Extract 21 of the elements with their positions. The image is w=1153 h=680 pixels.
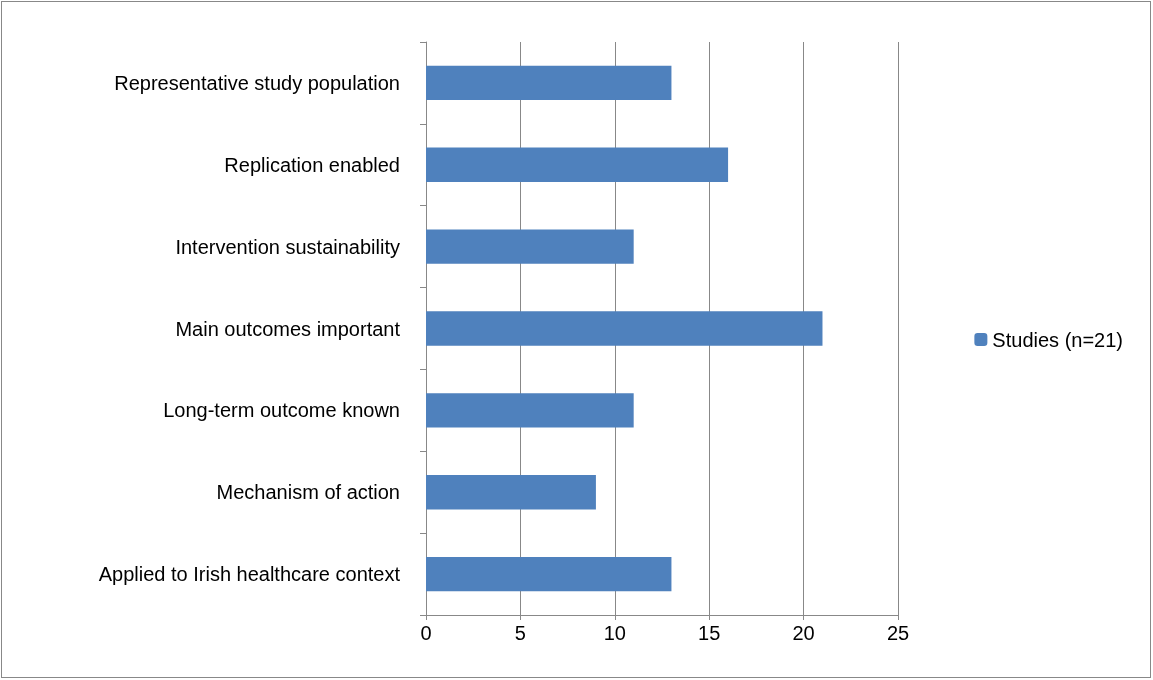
bar <box>426 65 672 101</box>
x-tick-label: 0 <box>420 622 432 644</box>
bar <box>426 393 634 428</box>
y-tick-label: Representative study population <box>114 71 400 94</box>
y-tick-label: Intervention sustainability <box>175 235 400 258</box>
x-tick-label: 5 <box>514 622 526 644</box>
bar <box>426 556 672 592</box>
bar <box>426 147 729 182</box>
y-tick-label: Long-term outcome known <box>163 399 400 422</box>
x-tick-label: 25 <box>886 622 910 644</box>
y-tick-label: Main outcomes important <box>175 317 401 340</box>
x-tick-label: 20 <box>792 622 815 644</box>
x-tick-label: 10 <box>603 622 626 644</box>
y-tick-label: Applied to Irish healthcare context <box>98 563 401 586</box>
legend-label: Studies (n=21) <box>992 328 1124 351</box>
y-tick-label: Mechanism of action <box>216 481 400 504</box>
y-tick-label: Replication enabled <box>224 153 400 176</box>
bar <box>426 229 634 264</box>
bar <box>426 311 823 346</box>
x-tick-label: 15 <box>698 622 721 644</box>
bar <box>426 475 596 510</box>
